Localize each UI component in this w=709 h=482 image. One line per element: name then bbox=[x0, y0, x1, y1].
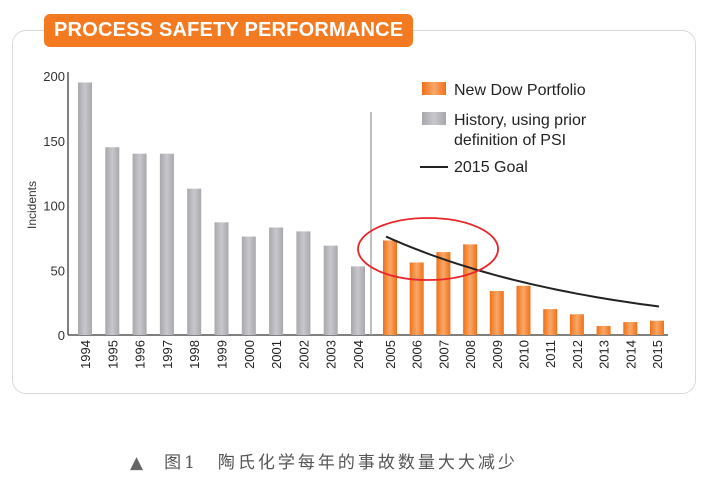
chart-title: PROCESS SAFETY PERFORMANCE bbox=[44, 14, 414, 47]
bar-history-1999 bbox=[214, 222, 229, 335]
x-tick-label: 1994 bbox=[78, 340, 93, 369]
caption-text: 图1 陶氏化学每年的事故数量大大减少 bbox=[164, 453, 518, 473]
triangle-icon: ▲ bbox=[130, 453, 147, 473]
bar-portfolio-2010 bbox=[516, 285, 531, 335]
legend-swatch-history bbox=[422, 112, 446, 125]
x-tick-label: 1995 bbox=[105, 340, 120, 369]
legend-label-goal: 2015 Goal bbox=[454, 159, 528, 176]
x-tick-label: 2002 bbox=[296, 340, 311, 369]
bar-history-2001 bbox=[269, 227, 284, 335]
x-tick-label: 1997 bbox=[160, 340, 175, 369]
x-tick-label: 2009 bbox=[490, 340, 505, 369]
x-tick-label: 1998 bbox=[187, 340, 202, 369]
x-tick-label: 2013 bbox=[597, 340, 612, 369]
bar-history-2002 bbox=[296, 231, 311, 335]
bar-portfolio-2011 bbox=[543, 309, 558, 335]
bar-portfolio-2005 bbox=[383, 240, 397, 335]
x-tick-label: 1999 bbox=[215, 340, 230, 369]
x-tick-label: 1996 bbox=[133, 340, 148, 369]
legend-label-history-2: definition of PSI bbox=[454, 132, 566, 149]
x-tick-label: 2004 bbox=[351, 340, 366, 369]
y-axis-label: Incidents bbox=[25, 181, 39, 229]
goal-line bbox=[385, 235, 660, 308]
y-tick-label: 150 bbox=[43, 134, 65, 149]
bar-portfolio-2015 bbox=[650, 320, 664, 335]
x-tick-label: 2014 bbox=[623, 340, 638, 369]
x-tick-label: 2006 bbox=[410, 340, 425, 369]
bar-history-2000 bbox=[241, 236, 256, 335]
bar-history-1996 bbox=[132, 153, 147, 335]
bar-portfolio-2013 bbox=[596, 325, 611, 335]
y-tick-label: 100 bbox=[43, 199, 65, 214]
bar-history-1998 bbox=[187, 188, 202, 335]
x-tick-label: 2010 bbox=[517, 340, 532, 369]
figure-caption: ▲ 图1 陶氏化学每年的事故数量大大减少 bbox=[130, 448, 518, 473]
legend-label-history: History, using prior bbox=[454, 112, 587, 129]
x-tick-label: 2015 bbox=[650, 340, 665, 369]
bar-history-1994 bbox=[78, 82, 92, 335]
x-tick-label: 2007 bbox=[436, 340, 451, 369]
x-tick-label: 2001 bbox=[269, 340, 284, 369]
x-tick-label: 2011 bbox=[543, 340, 558, 368]
bar-portfolio-2012 bbox=[569, 314, 584, 335]
x-tick-label: 2003 bbox=[324, 340, 339, 369]
highlight-ellipse bbox=[357, 217, 500, 281]
bar-history-2004 bbox=[351, 266, 365, 335]
bar-portfolio-2009 bbox=[489, 290, 504, 335]
x-tick-label: 2012 bbox=[570, 340, 585, 369]
y-tick-label: 0 bbox=[58, 328, 65, 343]
bar-portfolio-2008 bbox=[463, 244, 478, 335]
bar-history-1995 bbox=[105, 147, 120, 335]
x-tick-label: 2000 bbox=[242, 340, 257, 369]
legend-swatch-portfolio bbox=[422, 82, 446, 95]
bar-portfolio-2007 bbox=[436, 252, 451, 335]
y-tick-label: 50 bbox=[51, 263, 65, 278]
bar-portfolio-2006 bbox=[409, 262, 424, 335]
x-tick-label: 2005 bbox=[383, 340, 398, 369]
x-tick-label: 2008 bbox=[463, 340, 478, 369]
bar-portfolio-2014 bbox=[623, 322, 638, 335]
bar-history-1997 bbox=[159, 153, 174, 335]
legend-label-portfolio: New Dow Portfolio bbox=[454, 82, 586, 99]
y-tick-label: 200 bbox=[43, 69, 65, 84]
bar-history-2003 bbox=[323, 245, 338, 335]
